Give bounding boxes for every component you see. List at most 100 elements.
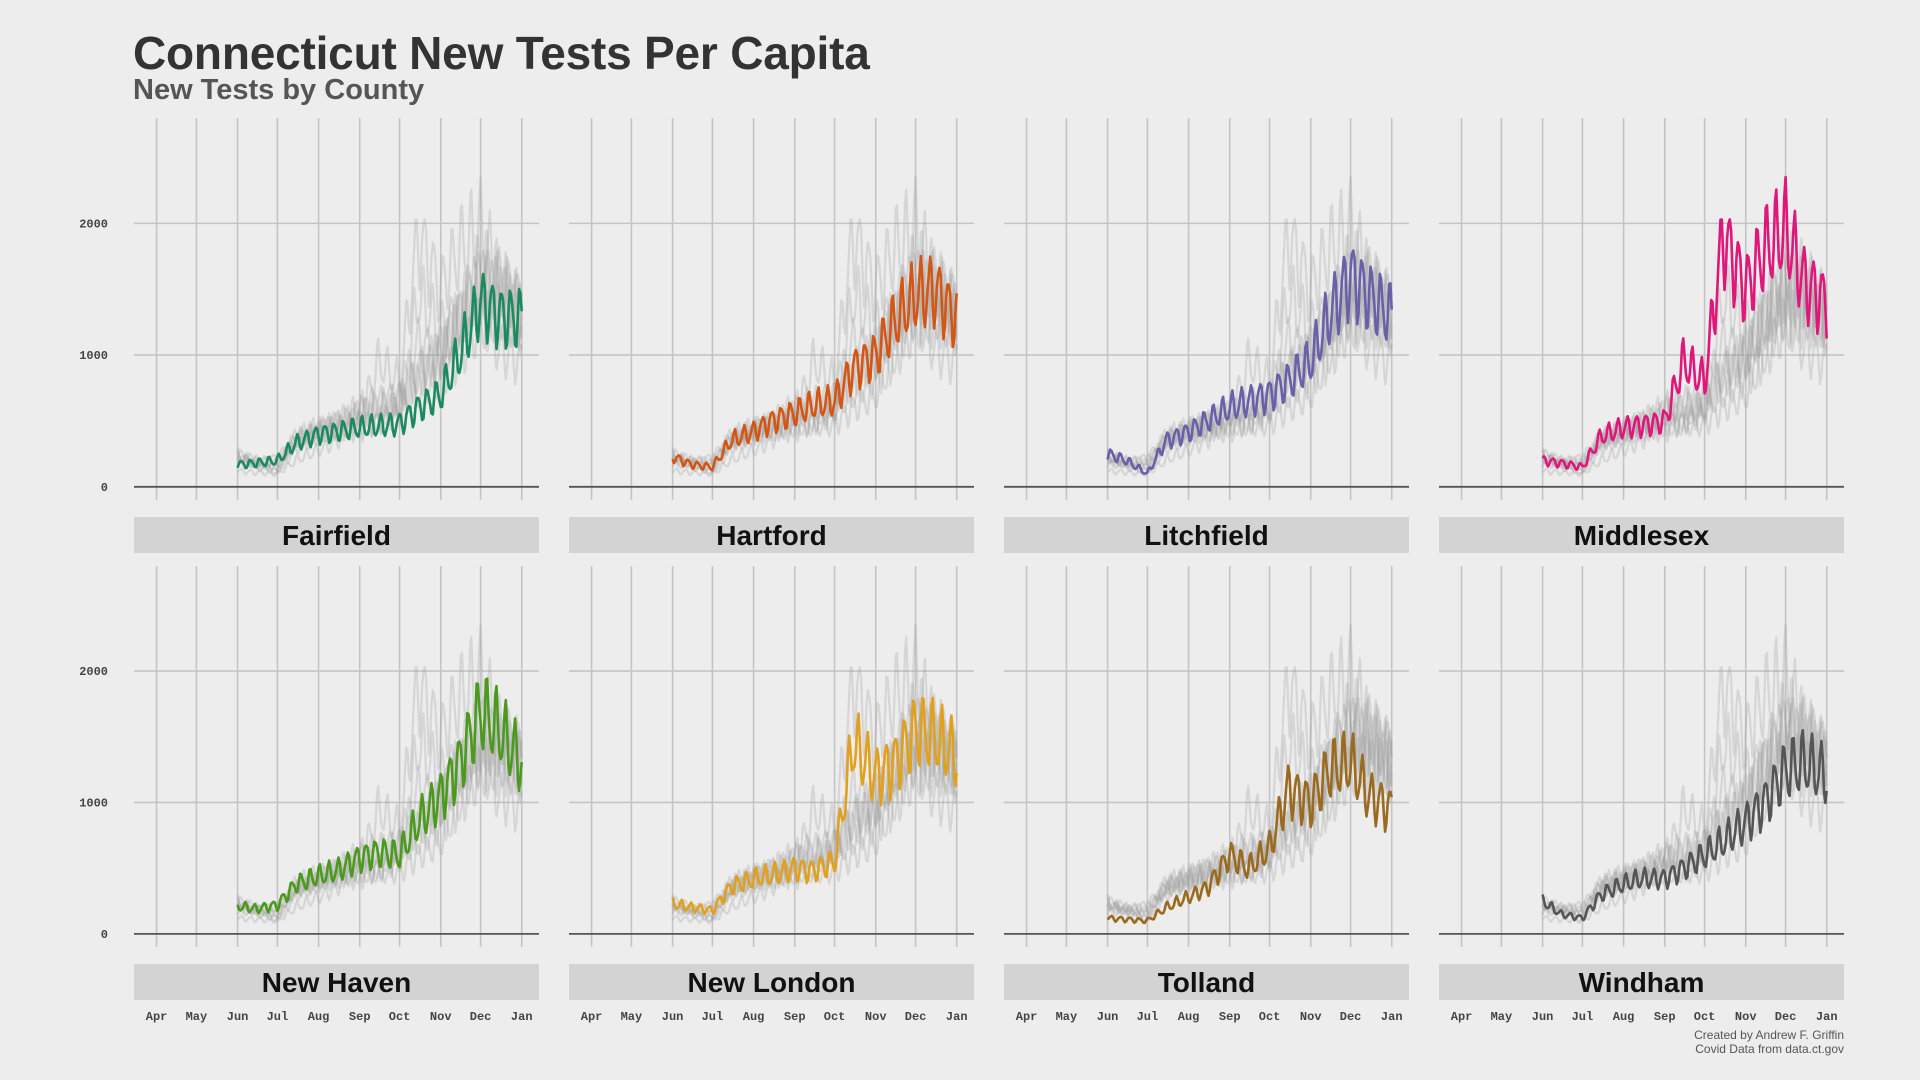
facet-label: Fairfield xyxy=(282,520,391,551)
ghost-series-line xyxy=(1541,272,1828,470)
x-tick-label: May xyxy=(621,1010,643,1024)
panel-tolland: Tolland Apr May Jun Jul Aug Sep Oct Nov Dec Jan xyxy=(1004,566,1409,1024)
ghost-series-line xyxy=(1106,696,1393,916)
x-tick-label: Sep xyxy=(1219,1010,1241,1024)
series-line xyxy=(1541,729,1828,922)
ghost-series-line xyxy=(1541,730,1828,924)
chart-subtitle: New Tests by County xyxy=(133,74,425,106)
x-tick-label: Aug xyxy=(1178,1010,1200,1024)
x-tick-label: Jul xyxy=(1572,1010,1594,1024)
facet-label: Hartford xyxy=(716,520,826,551)
panel-new-haven: New Haven 0 1000 2000 Apr May Jun Jul Aug Sep Oct N… xyxy=(79,566,539,1024)
facet-label: Middlesex xyxy=(1574,520,1710,551)
x-tick-label: Jan xyxy=(511,1010,533,1024)
facet-strip xyxy=(1439,517,1844,553)
ghost-series-line xyxy=(671,730,958,924)
panel-middlesex: Middlesex xyxy=(1439,118,1844,553)
panel-windham: Windham Apr May Jun Jul Aug Sep Oct Nov Dec Jan xyxy=(1439,566,1844,1024)
facet-label: Tolland xyxy=(1158,967,1255,998)
x-tick-label: Jan xyxy=(1381,1010,1403,1024)
x-tick-label: Nov xyxy=(865,1010,887,1024)
facet-strip xyxy=(134,517,539,553)
ghost-series-line xyxy=(236,697,523,922)
x-tick-label: Nov xyxy=(430,1010,452,1024)
ghost-series-line xyxy=(671,176,958,471)
x-tick-label: Apr xyxy=(1016,1010,1038,1024)
facet-strip xyxy=(1439,964,1844,1000)
x-tick-label: May xyxy=(186,1010,208,1024)
series-line xyxy=(236,677,523,915)
x-tick-label: Dec xyxy=(905,1010,927,1024)
ghost-series-line xyxy=(671,702,958,919)
facet-strip xyxy=(134,964,539,1000)
ghost-series-line xyxy=(236,729,523,922)
ghost-series-line xyxy=(1541,281,1828,475)
y-tick-label: 0 xyxy=(101,481,108,495)
series-line xyxy=(1106,730,1393,925)
x-tick-label: Sep xyxy=(784,1010,806,1024)
y-tick-label: 2000 xyxy=(79,217,108,231)
x-tick-label: Jun xyxy=(1097,1010,1119,1024)
facet-label: New Haven xyxy=(262,967,411,998)
caption-author: Created by Andrew F. Griffin xyxy=(1694,1028,1844,1042)
x-tick-label: Apr xyxy=(146,1010,168,1024)
facet-strip xyxy=(1004,517,1409,553)
facet-strip xyxy=(569,964,974,1000)
ghost-series-line xyxy=(1106,697,1393,922)
x-tick-label: May xyxy=(1056,1010,1078,1024)
ghost-series-line xyxy=(236,176,523,471)
x-tick-label: Apr xyxy=(1451,1010,1473,1024)
panel-hartford: Hartford xyxy=(569,118,974,553)
ghost-series-line xyxy=(1106,272,1393,470)
facet-label: Litchfield xyxy=(1144,520,1268,551)
x-tick-label: Dec xyxy=(1775,1010,1797,1024)
x-tick-label: Jun xyxy=(227,1010,249,1024)
ghost-series-line xyxy=(1541,255,1828,472)
x-tick-label: May xyxy=(1491,1010,1513,1024)
ghost-series-line xyxy=(1106,283,1393,477)
ghost-series-line xyxy=(671,249,958,469)
x-tick-label: Nov xyxy=(1300,1010,1322,1024)
x-tick-label: Dec xyxy=(470,1010,492,1024)
y-tick-label: 2000 xyxy=(79,665,108,679)
x-tick-label: Jul xyxy=(1137,1010,1159,1024)
x-tick-label: Nov xyxy=(1735,1010,1757,1024)
series-line xyxy=(1541,175,1828,471)
x-tick-label: Oct xyxy=(824,1010,846,1024)
series-line xyxy=(1106,249,1393,475)
x-tick-label: Oct xyxy=(1259,1010,1281,1024)
ghost-series-line xyxy=(1106,229,1393,468)
x-tick-label: Jun xyxy=(1532,1010,1554,1024)
ghost-series-line xyxy=(1106,623,1393,918)
x-tick-label: Jan xyxy=(946,1010,968,1024)
x-tick-label: Oct xyxy=(389,1010,411,1024)
x-tick-label: Sep xyxy=(1654,1010,1676,1024)
panel-litchfield: Litchfield xyxy=(1004,118,1409,553)
facet-strip xyxy=(569,517,974,553)
x-tick-label: Aug xyxy=(743,1010,765,1024)
x-tick-label: Jun xyxy=(662,1010,684,1024)
x-tick-label: Aug xyxy=(308,1010,330,1024)
panel-fairfield: Fairfield 0 1000 2000 xyxy=(79,118,539,553)
ghost-series-line xyxy=(1541,697,1828,922)
y-tick-label: 0 xyxy=(101,928,108,942)
x-tick-label: Aug xyxy=(1613,1010,1635,1024)
x-tick-label: Jul xyxy=(702,1010,724,1024)
x-tick-label: Jan xyxy=(1816,1010,1838,1024)
facet-strip xyxy=(1004,964,1409,1000)
x-tick-label: Apr xyxy=(581,1010,603,1024)
series-line xyxy=(671,254,958,472)
x-tick-label: Dec xyxy=(1340,1010,1362,1024)
caption-source: Covid Data from data.ct.gov xyxy=(1695,1042,1844,1056)
x-tick-label: Oct xyxy=(1694,1010,1716,1024)
y-tick-label: 1000 xyxy=(79,349,108,363)
ghost-series-line xyxy=(1106,249,1393,469)
x-tick-label: Jul xyxy=(267,1010,289,1024)
ghost-series-line xyxy=(1541,623,1828,918)
x-tick-label: Sep xyxy=(349,1010,371,1024)
panel-new-london: New London Apr May Jun Jul Aug Sep Oct Nov Dec Jan xyxy=(569,566,974,1024)
series-line xyxy=(236,272,523,470)
chart-caption: Created by Andrew F. Griffin Covid Data … xyxy=(1694,1028,1844,1056)
ghost-series-line xyxy=(236,249,523,475)
ghost-series-line xyxy=(1541,283,1828,477)
